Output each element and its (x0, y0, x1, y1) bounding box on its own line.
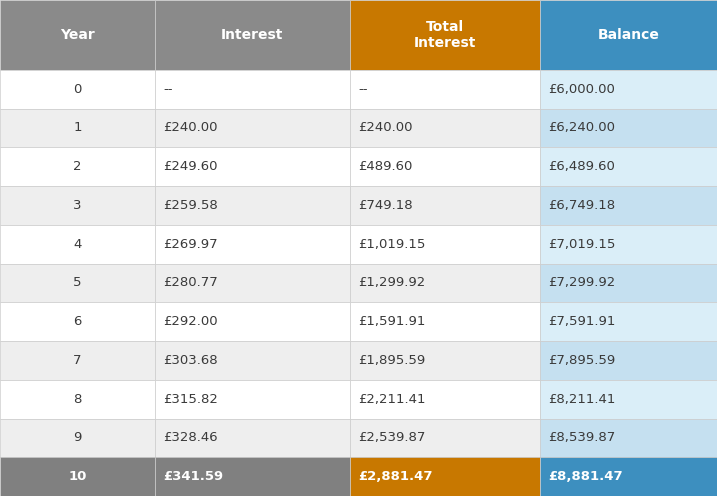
Text: 2: 2 (73, 160, 82, 173)
FancyBboxPatch shape (155, 341, 350, 380)
FancyBboxPatch shape (350, 263, 540, 302)
FancyBboxPatch shape (155, 70, 350, 109)
Text: £1,299.92: £1,299.92 (358, 276, 426, 289)
Text: £328.46: £328.46 (163, 432, 218, 444)
Text: Balance: Balance (597, 28, 660, 42)
FancyBboxPatch shape (540, 109, 717, 147)
Text: £7,591.91: £7,591.91 (549, 315, 616, 328)
FancyBboxPatch shape (0, 0, 155, 70)
Text: £2,539.87: £2,539.87 (358, 432, 426, 444)
Text: £1,895.59: £1,895.59 (358, 354, 426, 367)
Text: 0: 0 (73, 83, 82, 96)
Text: £315.82: £315.82 (163, 393, 219, 406)
Text: £240.00: £240.00 (358, 122, 413, 134)
Text: £280.77: £280.77 (163, 276, 218, 289)
Text: --: -- (358, 83, 368, 96)
FancyBboxPatch shape (540, 341, 717, 380)
FancyBboxPatch shape (350, 380, 540, 419)
FancyBboxPatch shape (0, 302, 155, 341)
Text: £489.60: £489.60 (358, 160, 413, 173)
Text: £8,211.41: £8,211.41 (549, 393, 616, 406)
Text: £341.59: £341.59 (163, 470, 224, 483)
Text: 9: 9 (73, 432, 82, 444)
FancyBboxPatch shape (0, 341, 155, 380)
Text: £2,881.47: £2,881.47 (358, 470, 433, 483)
Text: £6,000.00: £6,000.00 (549, 83, 615, 96)
Text: 10: 10 (68, 470, 87, 483)
FancyBboxPatch shape (0, 419, 155, 457)
Text: £749.18: £749.18 (358, 199, 413, 212)
Text: 5: 5 (73, 276, 82, 289)
FancyBboxPatch shape (540, 147, 717, 186)
Text: £6,240.00: £6,240.00 (549, 122, 615, 134)
Text: £7,299.92: £7,299.92 (549, 276, 616, 289)
FancyBboxPatch shape (540, 0, 717, 70)
Text: Interest: Interest (222, 28, 283, 42)
FancyBboxPatch shape (155, 457, 350, 496)
Text: --: -- (163, 83, 173, 96)
Text: £292.00: £292.00 (163, 315, 218, 328)
FancyBboxPatch shape (0, 263, 155, 302)
Text: £259.58: £259.58 (163, 199, 218, 212)
FancyBboxPatch shape (0, 186, 155, 225)
FancyBboxPatch shape (540, 302, 717, 341)
FancyBboxPatch shape (540, 70, 717, 109)
Text: £6,749.18: £6,749.18 (549, 199, 616, 212)
FancyBboxPatch shape (540, 380, 717, 419)
FancyBboxPatch shape (350, 70, 540, 109)
Text: 3: 3 (73, 199, 82, 212)
FancyBboxPatch shape (540, 186, 717, 225)
FancyBboxPatch shape (350, 419, 540, 457)
FancyBboxPatch shape (540, 457, 717, 496)
FancyBboxPatch shape (350, 186, 540, 225)
FancyBboxPatch shape (0, 225, 155, 263)
Text: Total
Interest: Total Interest (414, 20, 476, 50)
FancyBboxPatch shape (0, 380, 155, 419)
FancyBboxPatch shape (0, 147, 155, 186)
FancyBboxPatch shape (350, 109, 540, 147)
FancyBboxPatch shape (155, 419, 350, 457)
Text: £249.60: £249.60 (163, 160, 218, 173)
FancyBboxPatch shape (350, 341, 540, 380)
FancyBboxPatch shape (350, 0, 540, 70)
FancyBboxPatch shape (155, 225, 350, 263)
FancyBboxPatch shape (155, 186, 350, 225)
FancyBboxPatch shape (0, 109, 155, 147)
Text: Year: Year (60, 28, 95, 42)
Text: £240.00: £240.00 (163, 122, 218, 134)
FancyBboxPatch shape (540, 263, 717, 302)
Text: 7: 7 (73, 354, 82, 367)
FancyBboxPatch shape (155, 263, 350, 302)
Text: 4: 4 (73, 238, 82, 250)
FancyBboxPatch shape (350, 225, 540, 263)
Text: 6: 6 (73, 315, 82, 328)
FancyBboxPatch shape (0, 457, 155, 496)
Text: £303.68: £303.68 (163, 354, 218, 367)
Text: £7,895.59: £7,895.59 (549, 354, 616, 367)
FancyBboxPatch shape (155, 0, 350, 70)
Text: £2,211.41: £2,211.41 (358, 393, 426, 406)
Text: 1: 1 (73, 122, 82, 134)
Text: 8: 8 (73, 393, 82, 406)
Text: £6,489.60: £6,489.60 (549, 160, 615, 173)
FancyBboxPatch shape (350, 457, 540, 496)
FancyBboxPatch shape (155, 109, 350, 147)
FancyBboxPatch shape (540, 225, 717, 263)
FancyBboxPatch shape (540, 419, 717, 457)
FancyBboxPatch shape (155, 302, 350, 341)
FancyBboxPatch shape (350, 147, 540, 186)
Text: £1,019.15: £1,019.15 (358, 238, 426, 250)
Text: £269.97: £269.97 (163, 238, 218, 250)
FancyBboxPatch shape (350, 302, 540, 341)
Text: £8,539.87: £8,539.87 (549, 432, 616, 444)
FancyBboxPatch shape (155, 147, 350, 186)
FancyBboxPatch shape (155, 380, 350, 419)
FancyBboxPatch shape (0, 70, 155, 109)
Text: £8,881.47: £8,881.47 (549, 470, 623, 483)
Text: £1,591.91: £1,591.91 (358, 315, 426, 328)
Text: £7,019.15: £7,019.15 (549, 238, 616, 250)
